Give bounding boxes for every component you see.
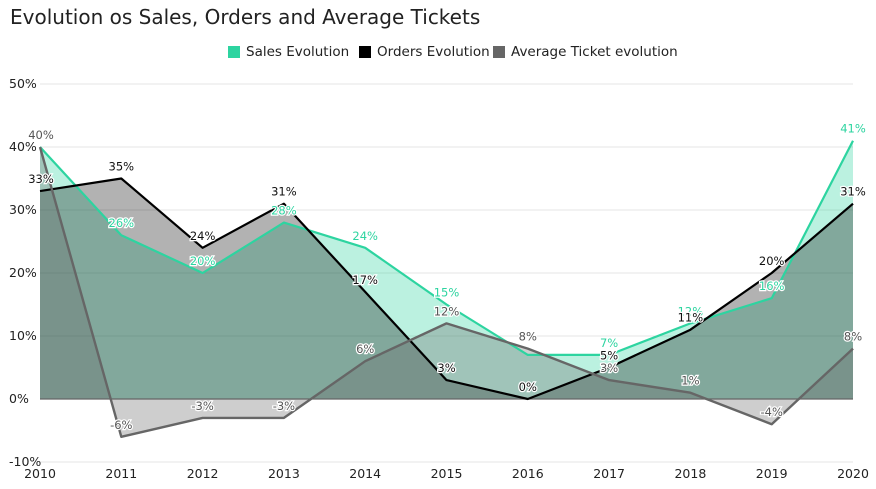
data-label: 24% bbox=[190, 229, 216, 243]
data-label: 16% bbox=[759, 279, 785, 293]
x-tick-label: 2018 bbox=[674, 466, 706, 481]
data-label: -6% bbox=[110, 418, 132, 432]
data-label: 20% bbox=[759, 254, 785, 268]
x-tick-label: 2020 bbox=[837, 466, 869, 481]
data-label: 12% bbox=[678, 304, 704, 318]
data-label: 33% bbox=[28, 172, 54, 186]
legend: Sales Evolution Orders Evolution Average… bbox=[0, 44, 876, 64]
legend-label-orders: Orders Evolution bbox=[377, 44, 490, 60]
legend-swatch-sales bbox=[228, 46, 240, 58]
data-label: 6% bbox=[356, 342, 374, 356]
line-layer bbox=[38, 140, 854, 438]
data-label: -3% bbox=[191, 399, 213, 413]
data-label: 17% bbox=[352, 273, 378, 287]
data-label: 3% bbox=[600, 361, 618, 375]
x-tick-label: 2013 bbox=[268, 466, 300, 481]
data-label: 20% bbox=[190, 254, 216, 268]
y-tick-label: 40% bbox=[9, 139, 37, 154]
grid-layer bbox=[40, 83, 853, 463]
data-label: 8% bbox=[519, 330, 537, 344]
data-label: -3% bbox=[273, 399, 295, 413]
data-label: 35% bbox=[109, 160, 135, 174]
data-label: 41% bbox=[840, 122, 866, 136]
data-label: 40% bbox=[28, 128, 54, 142]
data-label: 15% bbox=[434, 286, 460, 300]
series-line bbox=[38, 146, 854, 438]
data-label: 7% bbox=[600, 336, 618, 350]
y-tick-label: 20% bbox=[9, 265, 37, 280]
y-tick-label: 30% bbox=[9, 202, 37, 217]
y-axis-labels: -10% 0% 10% 20% 30% 40% 50% bbox=[9, 76, 41, 469]
y-tick-label: -10% bbox=[9, 454, 41, 469]
legend-item-avg-ticket[interactable]: Average Ticket evolution bbox=[493, 44, 678, 60]
data-label: 8% bbox=[844, 330, 862, 344]
data-label: 31% bbox=[840, 185, 866, 199]
chart-title: Evolution os Sales, Orders and Average T… bbox=[10, 5, 481, 29]
series-line bbox=[39, 140, 854, 356]
data-label: 11% bbox=[678, 311, 704, 325]
data-label: 0% bbox=[519, 380, 537, 394]
legend-label-avg-ticket: Average Ticket evolution bbox=[511, 44, 678, 60]
data-labels: 26% 20% 28% 24% 15% 7% 12% 16% 41% 33% 35% 24% 31% 17… bbox=[27, 120, 867, 432]
x-axis-labels: 2010 2011 2012 2013 2014 2015 2016 2017 2018 2019… bbox=[24, 466, 869, 481]
x-tick-label: 2019 bbox=[756, 466, 788, 481]
x-tick-label: 2012 bbox=[187, 466, 219, 481]
data-label: 12% bbox=[434, 304, 460, 318]
data-label: -4% bbox=[760, 405, 782, 419]
area-1 bbox=[40, 178, 853, 399]
data-label: 26% bbox=[109, 216, 135, 230]
x-tick-label: 2016 bbox=[512, 466, 544, 481]
x-tick-label: 2011 bbox=[105, 466, 137, 481]
data-label: 5% bbox=[600, 349, 618, 363]
data-label: 31% bbox=[271, 185, 297, 199]
y-tick-label: 0% bbox=[9, 391, 29, 406]
x-tick-label: 2017 bbox=[593, 466, 625, 481]
data-label: 28% bbox=[271, 204, 297, 218]
data-label: 3% bbox=[437, 361, 455, 375]
x-tick-label: 2015 bbox=[431, 466, 463, 481]
data-label: 1% bbox=[681, 374, 699, 388]
legend-swatch-avg-ticket bbox=[493, 46, 505, 58]
series-line bbox=[39, 177, 854, 401]
y-tick-label: 50% bbox=[9, 76, 37, 91]
legend-item-orders[interactable]: Orders Evolution bbox=[359, 44, 490, 60]
data-label: 24% bbox=[352, 229, 378, 243]
legend-swatch-orders bbox=[359, 46, 371, 58]
area-0 bbox=[40, 140, 853, 399]
x-tick-label: 2010 bbox=[24, 466, 56, 481]
legend-label-sales: Sales Evolution bbox=[246, 44, 350, 60]
x-tick-label: 2014 bbox=[349, 466, 381, 481]
y-tick-label: 10% bbox=[9, 328, 37, 343]
legend-item-sales[interactable]: Sales Evolution bbox=[228, 44, 349, 60]
